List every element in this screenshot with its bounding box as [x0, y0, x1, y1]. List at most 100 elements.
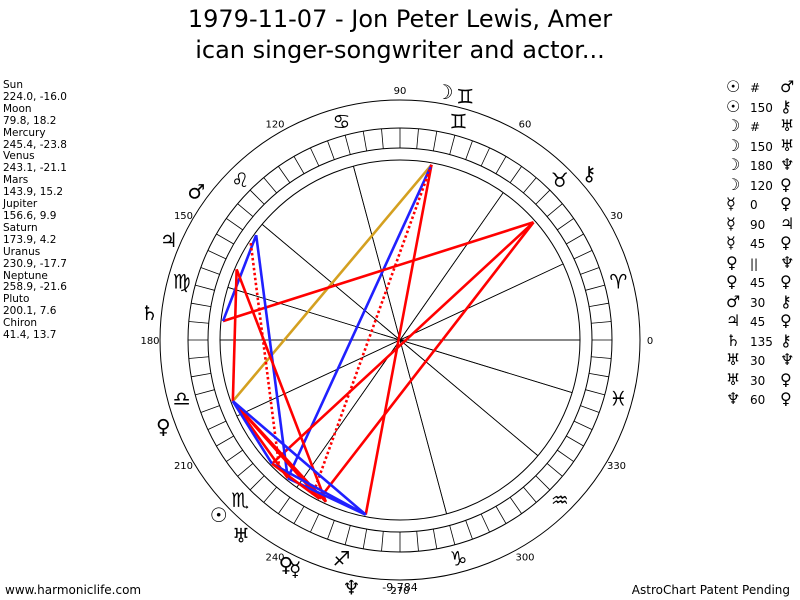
aspect-list: ☉ # ♂ ☉ 150 ⚷ ☽ # ♅ ☽ 150 ♅ ☽ 180 ♆ ☽ 120 ♀ ☿ 0 ♀ ☿ 90 ♃ ☿ 45 ♀ ♀ ||… [726, 77, 800, 409]
degree-label-0: 0 [647, 336, 653, 347]
degree-tick [310, 513, 320, 533]
aspect-planet-2: ♀ [780, 233, 792, 252]
degree-tick [195, 389, 215, 396]
aspect-planet-2: ♀ [780, 272, 792, 291]
degree-tick [480, 147, 490, 167]
zodiac-sign-glyph: ♏ [231, 488, 249, 512]
zodiac-sign-glyph: ♋ [333, 110, 351, 134]
uranus-glyph: ♅ [232, 524, 250, 548]
gemini-mark-glyph: ♊ [456, 85, 474, 109]
degree-tick [465, 520, 473, 540]
aspect-row: ☉ # ♂ [726, 77, 800, 97]
aspect-planet-1: ♂ [726, 291, 741, 311]
degree-tick [523, 486, 537, 503]
degree-tick [573, 420, 593, 430]
aspect-angle: 60 [750, 393, 766, 407]
aspect-planet-1: ♀ [726, 252, 738, 272]
zodiac-sign-glyph: ♒ [551, 488, 569, 512]
aspect-angle: 45 [750, 315, 766, 329]
degree-label-330: 330 [607, 461, 626, 472]
planet-coords-sun: 224.0, -16.0 [3, 90, 67, 103]
zodiac-sign-glyph: ♌ [231, 168, 249, 192]
aspect-planet-1: ☽ [726, 155, 741, 174]
outer-ring [159, 99, 641, 581]
degree-tick [381, 128, 384, 149]
planet-name-jupiter: Jupiter [3, 198, 38, 211]
aspect-angle: || [750, 256, 759, 271]
degree-tick [327, 520, 335, 540]
aspect-row: ☽ # ♅ [726, 116, 800, 136]
degree-tick [278, 166, 291, 183]
degree-tick [573, 250, 593, 260]
aspect-angle: 150 [750, 100, 773, 115]
degree-tick [589, 372, 609, 378]
aspect-angle: # [750, 120, 761, 134]
aspect-angle: 180 [750, 159, 773, 173]
degree-tick [293, 506, 305, 524]
aspect-planet-1: ♃ [726, 311, 741, 330]
degree-tick [580, 405, 600, 413]
degree-tick [585, 389, 605, 396]
aspect-planet-2: ♀ [780, 194, 792, 213]
degree-tick [449, 525, 456, 545]
footer-website[interactable]: www.harmoniclife.com [5, 583, 142, 597]
aspect-angle: 45 [750, 237, 766, 251]
aspect-line [231, 269, 238, 402]
planet-name-mars: Mars [3, 174, 29, 187]
degree-tick [449, 135, 456, 155]
aspect-line [271, 462, 321, 500]
aspect-planet-1: ♅ [726, 369, 741, 389]
degree-label-120: 120 [265, 119, 284, 130]
degree-tick [381, 531, 384, 552]
degree-tick [191, 302, 211, 308]
zodiac-sign-glyph: ♈ [609, 270, 627, 294]
planet-name-sun: Sun [3, 79, 23, 91]
degree-tick [207, 250, 227, 260]
aspect-row: ♀ 45 ♀ [726, 272, 800, 292]
aspect-angle: 30 [750, 373, 766, 388]
degree-tick [362, 529, 368, 549]
sun-glyph: ☉ [210, 503, 228, 527]
venus-glyph: ♀ [279, 553, 294, 577]
chiron-glyph: ⚷ [582, 161, 597, 185]
planet-coords-moon: 79.8, 18.2 [3, 114, 57, 127]
aspect-planet-1: ☿ [726, 213, 736, 233]
planet-name-moon: Moon [3, 102, 32, 115]
aspect-row: ☉ 150 ⚷ [726, 97, 800, 117]
degree-tick [344, 525, 351, 545]
footer-patent-note: AstroChart Patent Pending [631, 583, 790, 597]
degree-tick [495, 506, 507, 524]
degree-tick [557, 218, 574, 231]
degree-tick [216, 233, 234, 245]
aspect-row: ☽ 180 ♆ [726, 155, 800, 175]
degree-tick [416, 531, 419, 552]
aspect-angle: 90 [750, 217, 766, 232]
aspect-row: ♀ || ♆ [726, 253, 800, 273]
zodiac-sign-glyph: ♉ [551, 168, 569, 192]
bottom-value: -9,784 [382, 581, 417, 594]
mercury-glyph: ☿ [289, 557, 301, 581]
degree-tick [195, 284, 215, 291]
zodiac-sign-glyph: ♍ [173, 270, 191, 294]
aspect-planet-2: ♀ [780, 369, 792, 389]
aspect-row: ☿ 0 ♀ [726, 194, 800, 214]
degree-tick [509, 497, 522, 514]
zodiac-sign-glyph: ♑ [450, 546, 468, 570]
aspect-planet-2: ♆ [780, 252, 795, 272]
degree-tick [362, 131, 368, 151]
aspect-row: ♆ 60 ♀ [726, 389, 800, 409]
planet-name-venus: Venus [3, 150, 35, 163]
aspect-planet-2: ♅ [780, 116, 795, 135]
aspect-line [286, 164, 433, 479]
degree-tick [263, 177, 277, 194]
degree-tick [591, 321, 612, 324]
degree-tick [344, 135, 351, 155]
saturn-glyph: ♄ [140, 301, 158, 325]
planet-coords-mercury: 245.4, -23.8 [3, 138, 67, 151]
aspect-row: ♄ 135 ⚷ [726, 331, 800, 351]
moon-glyph: ☽ [436, 80, 454, 104]
degree-tick [523, 177, 537, 194]
pluto-glyph: ♀ [156, 415, 171, 439]
zodiac-sign-glyph: ♎ [173, 386, 191, 410]
aspect-planet-1: ☽ [726, 135, 741, 155]
